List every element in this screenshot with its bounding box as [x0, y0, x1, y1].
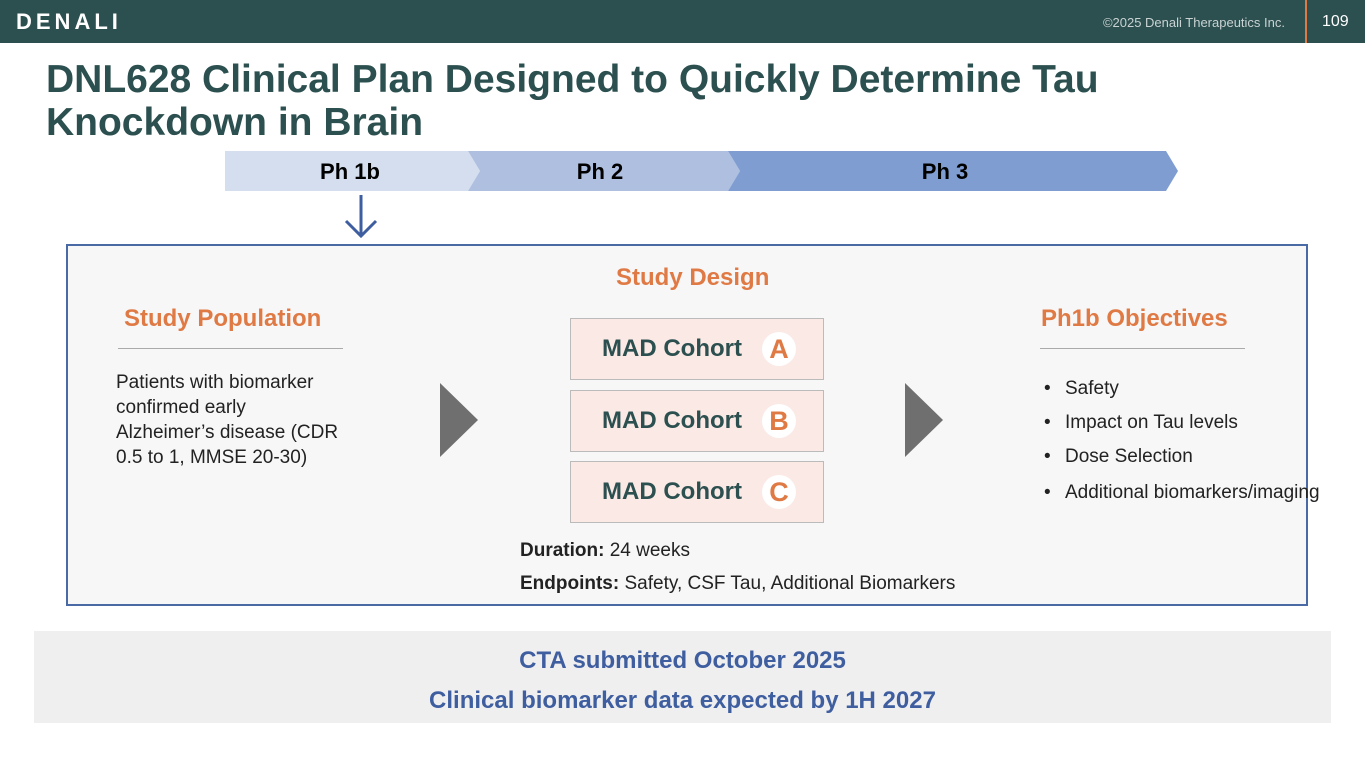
page-number: 109: [1322, 13, 1349, 30]
rule: [118, 348, 343, 349]
rule: [1040, 348, 1245, 349]
title: DNL628 Clinical Plan Designed to Quickly…: [46, 58, 1099, 144]
cohort-letter: B: [761, 403, 796, 438]
objective: Dose Selection: [1040, 446, 1320, 468]
phase-label: Ph 2: [577, 159, 623, 184]
cohort-letter: A: [761, 332, 796, 366]
chevron: [905, 383, 943, 457]
logo: DENALI: [16, 9, 122, 34]
endpoints: Endpoints: Safety, CSF Tau, Additional B…: [520, 573, 956, 594]
phase-label: Ph 3: [922, 159, 968, 184]
heading: Study Design: [616, 264, 770, 291]
chevron: [440, 383, 478, 457]
top-bar: [0, 0, 1365, 43]
phase-shape: [225, 151, 480, 191]
heading: Ph1b Objectives: [1041, 305, 1228, 332]
phase-bar: Ph 1b Ph 2 Ph 3: [225, 151, 1178, 239]
separator: [1305, 0, 1307, 43]
cohort-letter: C: [761, 475, 796, 509]
chevrons: [440, 383, 943, 457]
cohort-label: MAD Cohort: [602, 335, 742, 362]
footer-line: Clinical biomarker data expected by 1H 2…: [429, 687, 936, 714]
objectives-list: Safety Impact on Tau levels Dose Selection…: [1040, 378, 1320, 517]
objective: Safety: [1040, 378, 1320, 400]
cohort-box: MAD Cohort C: [570, 461, 824, 523]
phase-shape: [468, 151, 740, 191]
phase-shape: [728, 151, 1178, 191]
cohort-box: MAD Cohort A: [570, 318, 824, 380]
objective: Impact on Tau levels: [1040, 412, 1320, 434]
arrow: [344, 195, 378, 239]
heading: Study Population: [124, 305, 322, 332]
cohort-label: MAD Cohort: [602, 406, 742, 434]
cohort-label: MAD Cohort: [602, 478, 742, 505]
population-text: Patients with biomarker confirmed early …: [116, 372, 339, 468]
objective: Additional biomarkers/imaging: [1040, 480, 1320, 505]
footer-line: CTA submitted October 2025: [519, 647, 846, 674]
cohort-box: MAD Cohort B: [570, 389, 824, 452]
copyright: ©2025 Denali Therapeutics Inc.: [1102, 15, 1285, 30]
phase-label: Ph 1b: [320, 159, 380, 184]
duration: Duration: 24 weeks: [520, 540, 690, 561]
footer-box: CTA submitted October 2025 Clinical biom…: [34, 631, 1331, 723]
